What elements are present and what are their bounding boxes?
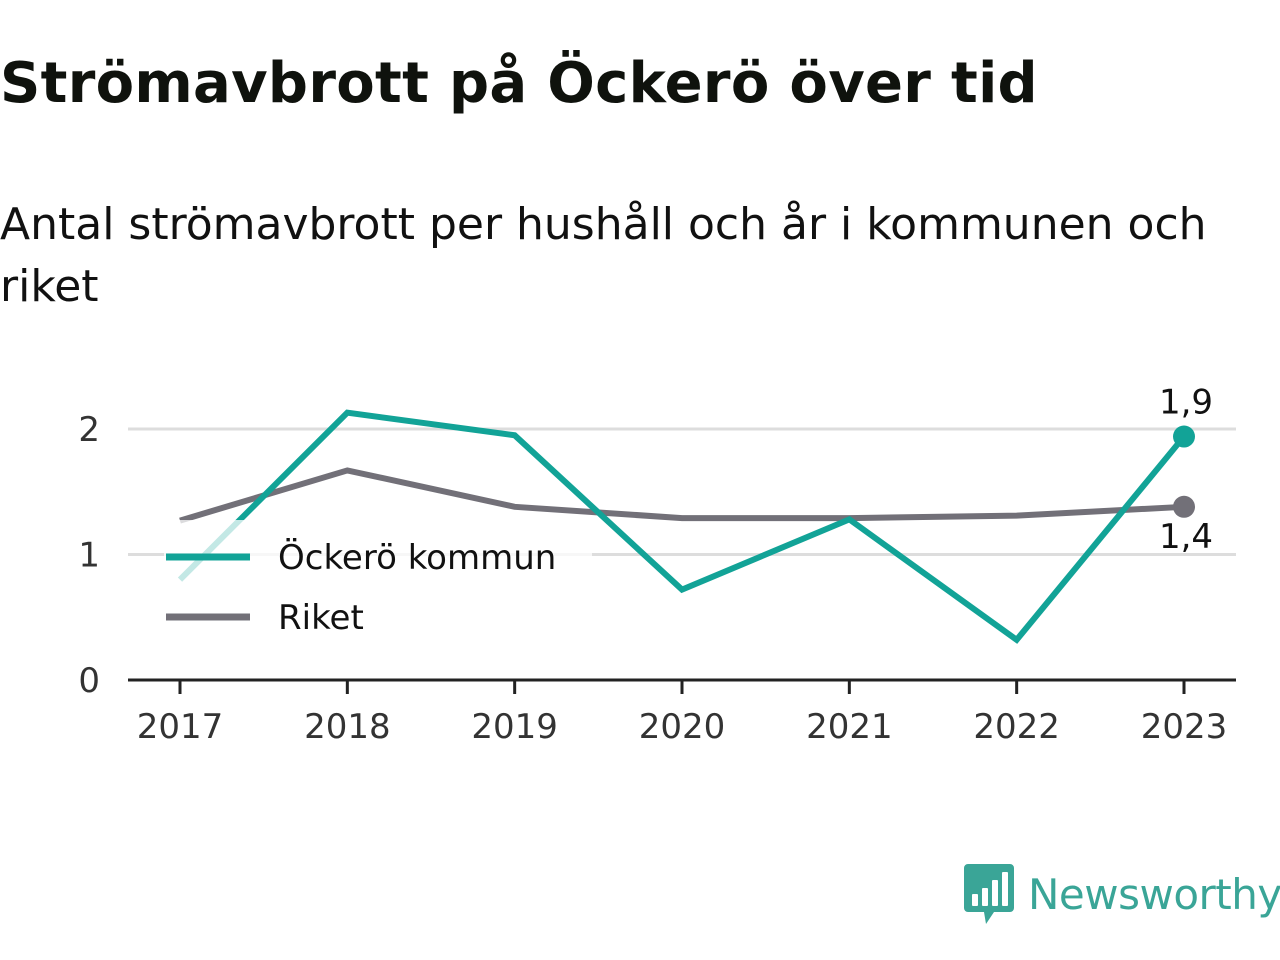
legend-background	[164, 520, 592, 662]
series-line-ockero	[177, 409, 1187, 644]
chart-subtitle: Antal strömavbrott per hushåll och år i …	[0, 199, 1207, 312]
y-tick-label: 0	[78, 661, 100, 701]
y-tick-label: 2	[78, 410, 100, 450]
legend: Öckerö kommun Riket	[164, 520, 592, 662]
x-tick-label: 2020	[639, 707, 726, 747]
series-line-riket	[179, 467, 1185, 524]
x-tick-label: 2021	[806, 707, 893, 747]
x-tick-label: 2023	[1141, 707, 1228, 747]
y-axis-ticks: 0 1 2	[78, 410, 100, 701]
x-tick-label: 2017	[137, 707, 224, 747]
x-tick-label: 2022	[973, 707, 1060, 747]
x-tick-label: 2018	[304, 707, 391, 747]
end-point-marker	[1173, 495, 1195, 518]
brand-name: Newsworthy	[1028, 870, 1280, 919]
legend-label: Öckerö kommun	[278, 537, 556, 578]
y-tick-label: 1	[78, 536, 100, 576]
newsworthy-logo: Newsworthy	[964, 864, 1280, 926]
legend-label: Riket	[278, 598, 364, 638]
end-point-marker	[1173, 425, 1195, 448]
x-axis: 2017 2018 2019 2020 2021 2022 2023	[128, 678, 1236, 747]
end-value-label: 1,9	[1159, 383, 1213, 423]
bar-chart-speech-bubble-icon	[964, 864, 1014, 924]
chart-title: Strömavbrott på Öckerö över tid	[0, 51, 1038, 116]
x-tick-label: 2019	[471, 707, 558, 747]
end-value-labels: 1,9 1,4	[1159, 383, 1213, 557]
series-lines	[177, 409, 1187, 644]
end-value-label: 1,4	[1159, 517, 1213, 557]
